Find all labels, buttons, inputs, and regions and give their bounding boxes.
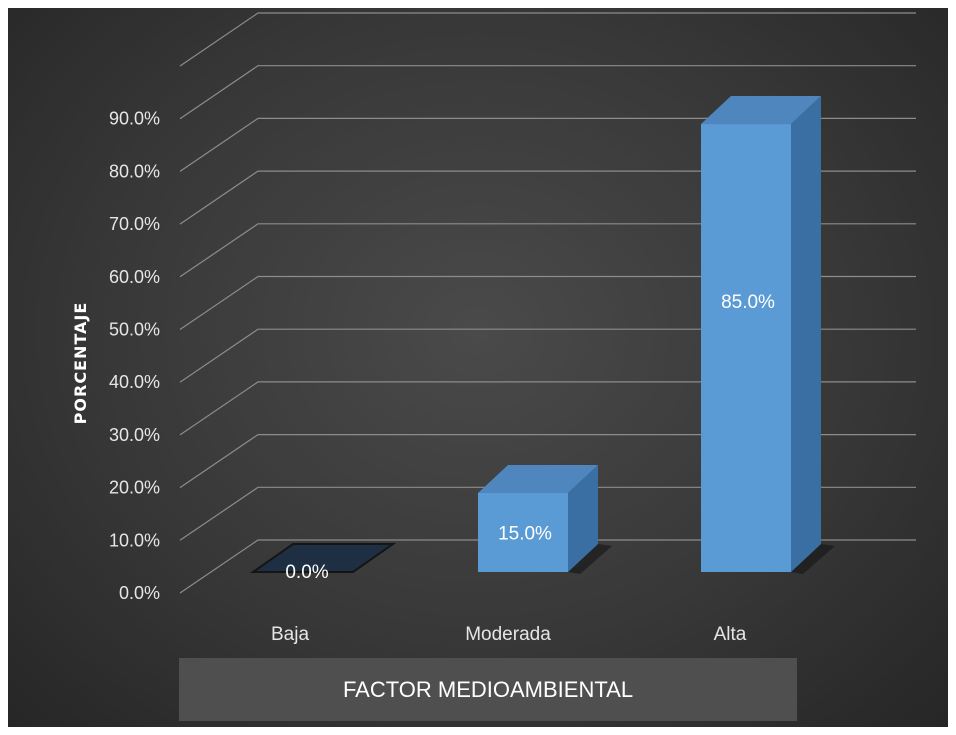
x-tick-label: Moderada [465, 624, 551, 645]
grid-line [179, 12, 916, 67]
grid-line [179, 170, 916, 225]
chart-frame: 0.0% 10.0% 20.0% 30.0% 40.0% 50.0% 60.0% 70.0% 8… [8, 8, 948, 727]
grid-line [179, 65, 916, 120]
grid-line [179, 117, 916, 172]
y-axis-label: PORCENTAJE [71, 302, 90, 425]
y-tick-label: 20.0% [109, 478, 160, 498]
y-tick-label: 80.0% [109, 161, 160, 181]
data-label: 0.0% [285, 562, 328, 583]
bar-top [478, 464, 598, 493]
grid-line [179, 434, 916, 489]
bar-shadow [791, 544, 835, 574]
y-tick-label: 50.0% [109, 320, 160, 340]
bar-front [701, 124, 791, 573]
grid-line [179, 328, 916, 383]
grid-line [179, 275, 916, 330]
y-tick-label: 60.0% [109, 267, 160, 287]
grid-line [179, 486, 916, 541]
bar-top [701, 96, 821, 125]
bar-flat [249, 543, 397, 573]
x-axis-title: FACTOR MEDIOAMBIENTAL [179, 658, 797, 721]
bar-shadow [568, 544, 612, 574]
bars: 0.0% 15.0% 85.0% [249, 96, 835, 583]
y-tick-label: 40.0% [109, 372, 160, 392]
bar-side [791, 96, 821, 573]
bar-front [478, 492, 568, 572]
grid-line [179, 223, 916, 278]
grid-line [179, 381, 916, 436]
y-tick-label: 70.0% [109, 214, 160, 234]
bar-chart: 0.0% 10.0% 20.0% 30.0% 40.0% 50.0% 60.0% 70.0% 8… [71, 12, 916, 645]
grid-lines [179, 12, 916, 594]
bar: 15.0% [478, 464, 612, 574]
y-axis-ticks: 0.0% 10.0% 20.0% 30.0% 40.0% 50.0% 60.0% 70.0% 8… [109, 109, 160, 603]
y-tick-label: 10.0% [109, 530, 160, 550]
y-tick-label: 30.0% [109, 425, 160, 445]
x-axis-ticks: Baja Moderada Alta [271, 624, 747, 645]
y-tick-label: 0.0% [119, 583, 160, 603]
y-tick-label: 90.0% [109, 109, 160, 129]
x-tick-label: Alta [714, 624, 747, 645]
data-label: 15.0% [498, 523, 552, 544]
bar: 85.0% [701, 96, 835, 574]
x-tick-label: Baja [271, 624, 309, 645]
data-label: 85.0% [721, 292, 775, 313]
bar: 0.0% [249, 543, 397, 583]
grid-line [179, 539, 916, 594]
bar-side [568, 464, 598, 572]
